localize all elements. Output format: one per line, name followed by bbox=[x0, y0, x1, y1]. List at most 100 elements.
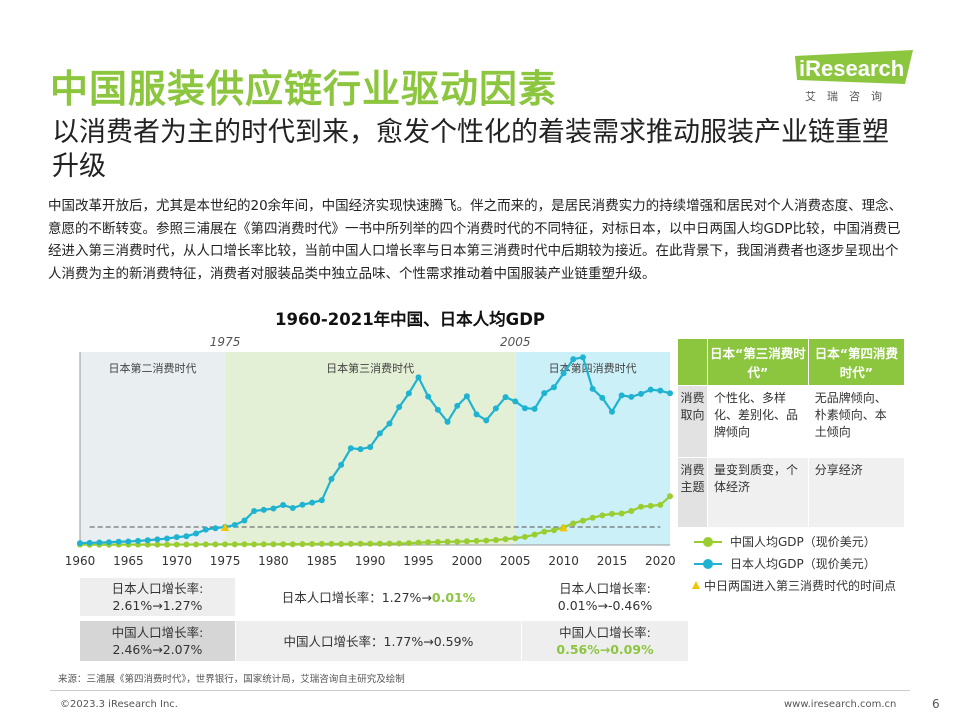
footer-divider bbox=[50, 690, 910, 691]
japan-gdp-point bbox=[425, 393, 432, 400]
japan-gdp-point bbox=[106, 539, 113, 546]
era-boundary-label: 2005 bbox=[500, 335, 531, 349]
copyright: ©2023.3 iResearch Inc. bbox=[60, 699, 178, 710]
era-band bbox=[80, 352, 226, 545]
china-gdp-point bbox=[599, 512, 606, 519]
china-gdp-point bbox=[289, 541, 296, 548]
era-boundary-label: 1975 bbox=[210, 335, 241, 349]
x-tick-label: 1995 bbox=[403, 554, 434, 568]
china-gdp-point bbox=[222, 541, 229, 548]
china-gdp-point bbox=[231, 541, 238, 548]
china-gdp-point bbox=[473, 537, 480, 544]
japan-gdp-point bbox=[260, 506, 267, 513]
china-gdp-point bbox=[347, 540, 354, 547]
japan-gdp-point bbox=[144, 537, 151, 544]
china-gdp-point bbox=[318, 540, 325, 547]
legend-item-japan: 日本人均GDP（现价美元） bbox=[688, 554, 898, 576]
japan-gdp-point bbox=[541, 390, 548, 397]
china-gdp-point bbox=[570, 520, 577, 527]
china-gdp-point bbox=[386, 540, 393, 547]
source-note: 来源：三浦展《第四消费时代》，世界银行，国家统计局，艾瑞咨询自主研究及绘制 bbox=[58, 674, 405, 685]
japan-gdp-point bbox=[86, 539, 93, 546]
china-gdp-point bbox=[628, 507, 635, 514]
china-gdp-point bbox=[144, 541, 151, 548]
page-subtitle: 以消费者为主的时代到来，愈发个性化的着装需求推动服装产业链重塑升级 bbox=[52, 117, 889, 182]
china-gdp-point bbox=[396, 540, 403, 547]
legend-item-marker: 中日两国进入第三消费时代的时间点 bbox=[688, 578, 898, 594]
legend-label-china: 中国人均GDP（现价美元） bbox=[730, 535, 876, 549]
japan-gdp-point bbox=[618, 392, 625, 399]
china-gdp-point bbox=[667, 493, 673, 500]
iresearch-logo: iResearch 艾瑞咨询 bbox=[795, 48, 925, 108]
china-gdp-point bbox=[241, 541, 248, 548]
japan-gdp-point bbox=[318, 497, 325, 504]
china-gdp-point bbox=[647, 502, 654, 509]
logo-banner-shape bbox=[795, 50, 913, 84]
legend-label-marker: 中日两国进入第三消费时代的时间点 bbox=[704, 579, 897, 593]
japan-gdp-point bbox=[637, 390, 644, 397]
china-gdp-point bbox=[512, 535, 519, 542]
era-label: 日本第三消费时代 bbox=[326, 361, 414, 375]
china-pop-era2: 中国人口增长率: 2.46%→2.07% bbox=[80, 621, 235, 661]
legend-item-china: 中国人均GDP（现价美元） bbox=[688, 532, 898, 554]
japan-gdp-point bbox=[115, 538, 122, 545]
china-gdp-point bbox=[367, 540, 374, 547]
japan-gdp-point bbox=[135, 537, 142, 544]
japan-pop-era3: 日本人口增长率：1.27%→ 0.01% bbox=[236, 578, 521, 616]
china-gdp-point bbox=[492, 537, 499, 544]
table-row: 消费主题 量变到质变，个体经济 分享经济 bbox=[677, 457, 906, 528]
china-gdp-point bbox=[154, 541, 161, 548]
legend-label-japan: 日本人均GDP（现价美元） bbox=[730, 557, 876, 571]
legend-dot-swatch bbox=[703, 559, 713, 569]
china-gdp-point bbox=[260, 541, 267, 548]
website-link[interactable]: www.iresearch.com.cn bbox=[784, 699, 897, 710]
china-gdp-point bbox=[376, 540, 383, 547]
japan-gdp-point bbox=[299, 501, 306, 508]
x-tick-label: 1970 bbox=[161, 554, 192, 568]
x-tick-label: 2000 bbox=[452, 554, 483, 568]
japan-gdp-point bbox=[434, 406, 441, 413]
japan-gdp-point bbox=[367, 444, 374, 451]
china-gdp-point bbox=[434, 538, 441, 545]
japan-gdp-point bbox=[212, 525, 219, 532]
japan-pop-era3-highlight: 0.01% bbox=[431, 589, 476, 605]
china-gdp-point bbox=[328, 540, 335, 547]
japan-gdp-point bbox=[502, 394, 509, 401]
japan-gdp-point bbox=[154, 536, 161, 543]
cell-third-orientation: 个性化、多样化、差别化、品牌倾向 bbox=[707, 385, 809, 458]
china-gdp-point bbox=[589, 514, 596, 521]
china-gdp-point bbox=[164, 541, 171, 548]
japan-gdp-point bbox=[608, 408, 615, 415]
japan-gdp-point bbox=[657, 387, 664, 394]
x-tick-label: 1960 bbox=[65, 554, 96, 568]
china-gdp-point bbox=[405, 540, 412, 547]
japan-gdp-point bbox=[328, 475, 335, 482]
china-gdp-point bbox=[193, 541, 200, 548]
era-transition-marker bbox=[559, 523, 568, 532]
china-pop-era4: 中国人口增长率: 0.56%→0.09% bbox=[522, 621, 688, 661]
japan-gdp-point bbox=[386, 420, 393, 427]
intro-paragraph: 中国改革开放后，尤其是本世纪的20余年间，中国经济实现快速腾飞。伴之而来的，是居… bbox=[48, 198, 903, 282]
japan-gdp-point bbox=[405, 390, 412, 397]
china-gdp-point bbox=[425, 539, 432, 546]
china-pop-era4-label: 中国人口增长率: bbox=[559, 625, 651, 640]
japan-gdp-point bbox=[512, 398, 519, 405]
x-tick-label: 2005 bbox=[500, 554, 531, 568]
japan-gdp-point bbox=[647, 386, 654, 393]
japan-gdp-point bbox=[280, 502, 287, 509]
china-gdp-point bbox=[338, 541, 345, 548]
cell-fourth-orientation: 无品牌倾向、朴素倾向、本土倾向 bbox=[807, 385, 906, 458]
japan-gdp-point bbox=[241, 517, 248, 524]
japan-pop-era4: 日本人口增长率: 0.01%→-0.46% bbox=[522, 578, 688, 616]
japan-gdp-point bbox=[396, 403, 403, 410]
china-gdp-point bbox=[550, 527, 557, 534]
china-gdp-point bbox=[173, 541, 180, 548]
era-band bbox=[515, 352, 670, 545]
japan-gdp-point bbox=[483, 417, 490, 424]
japan-pop-era2: 日本人口增长率: 2.61%→1.27% bbox=[80, 578, 235, 616]
china-gdp-point bbox=[183, 541, 190, 548]
china-pop-era4-highlight: 0.56%→0.09% bbox=[556, 642, 654, 657]
legend-dot-swatch bbox=[703, 537, 713, 547]
japan-gdp-point bbox=[463, 393, 470, 400]
china-gdp-point bbox=[202, 541, 209, 548]
